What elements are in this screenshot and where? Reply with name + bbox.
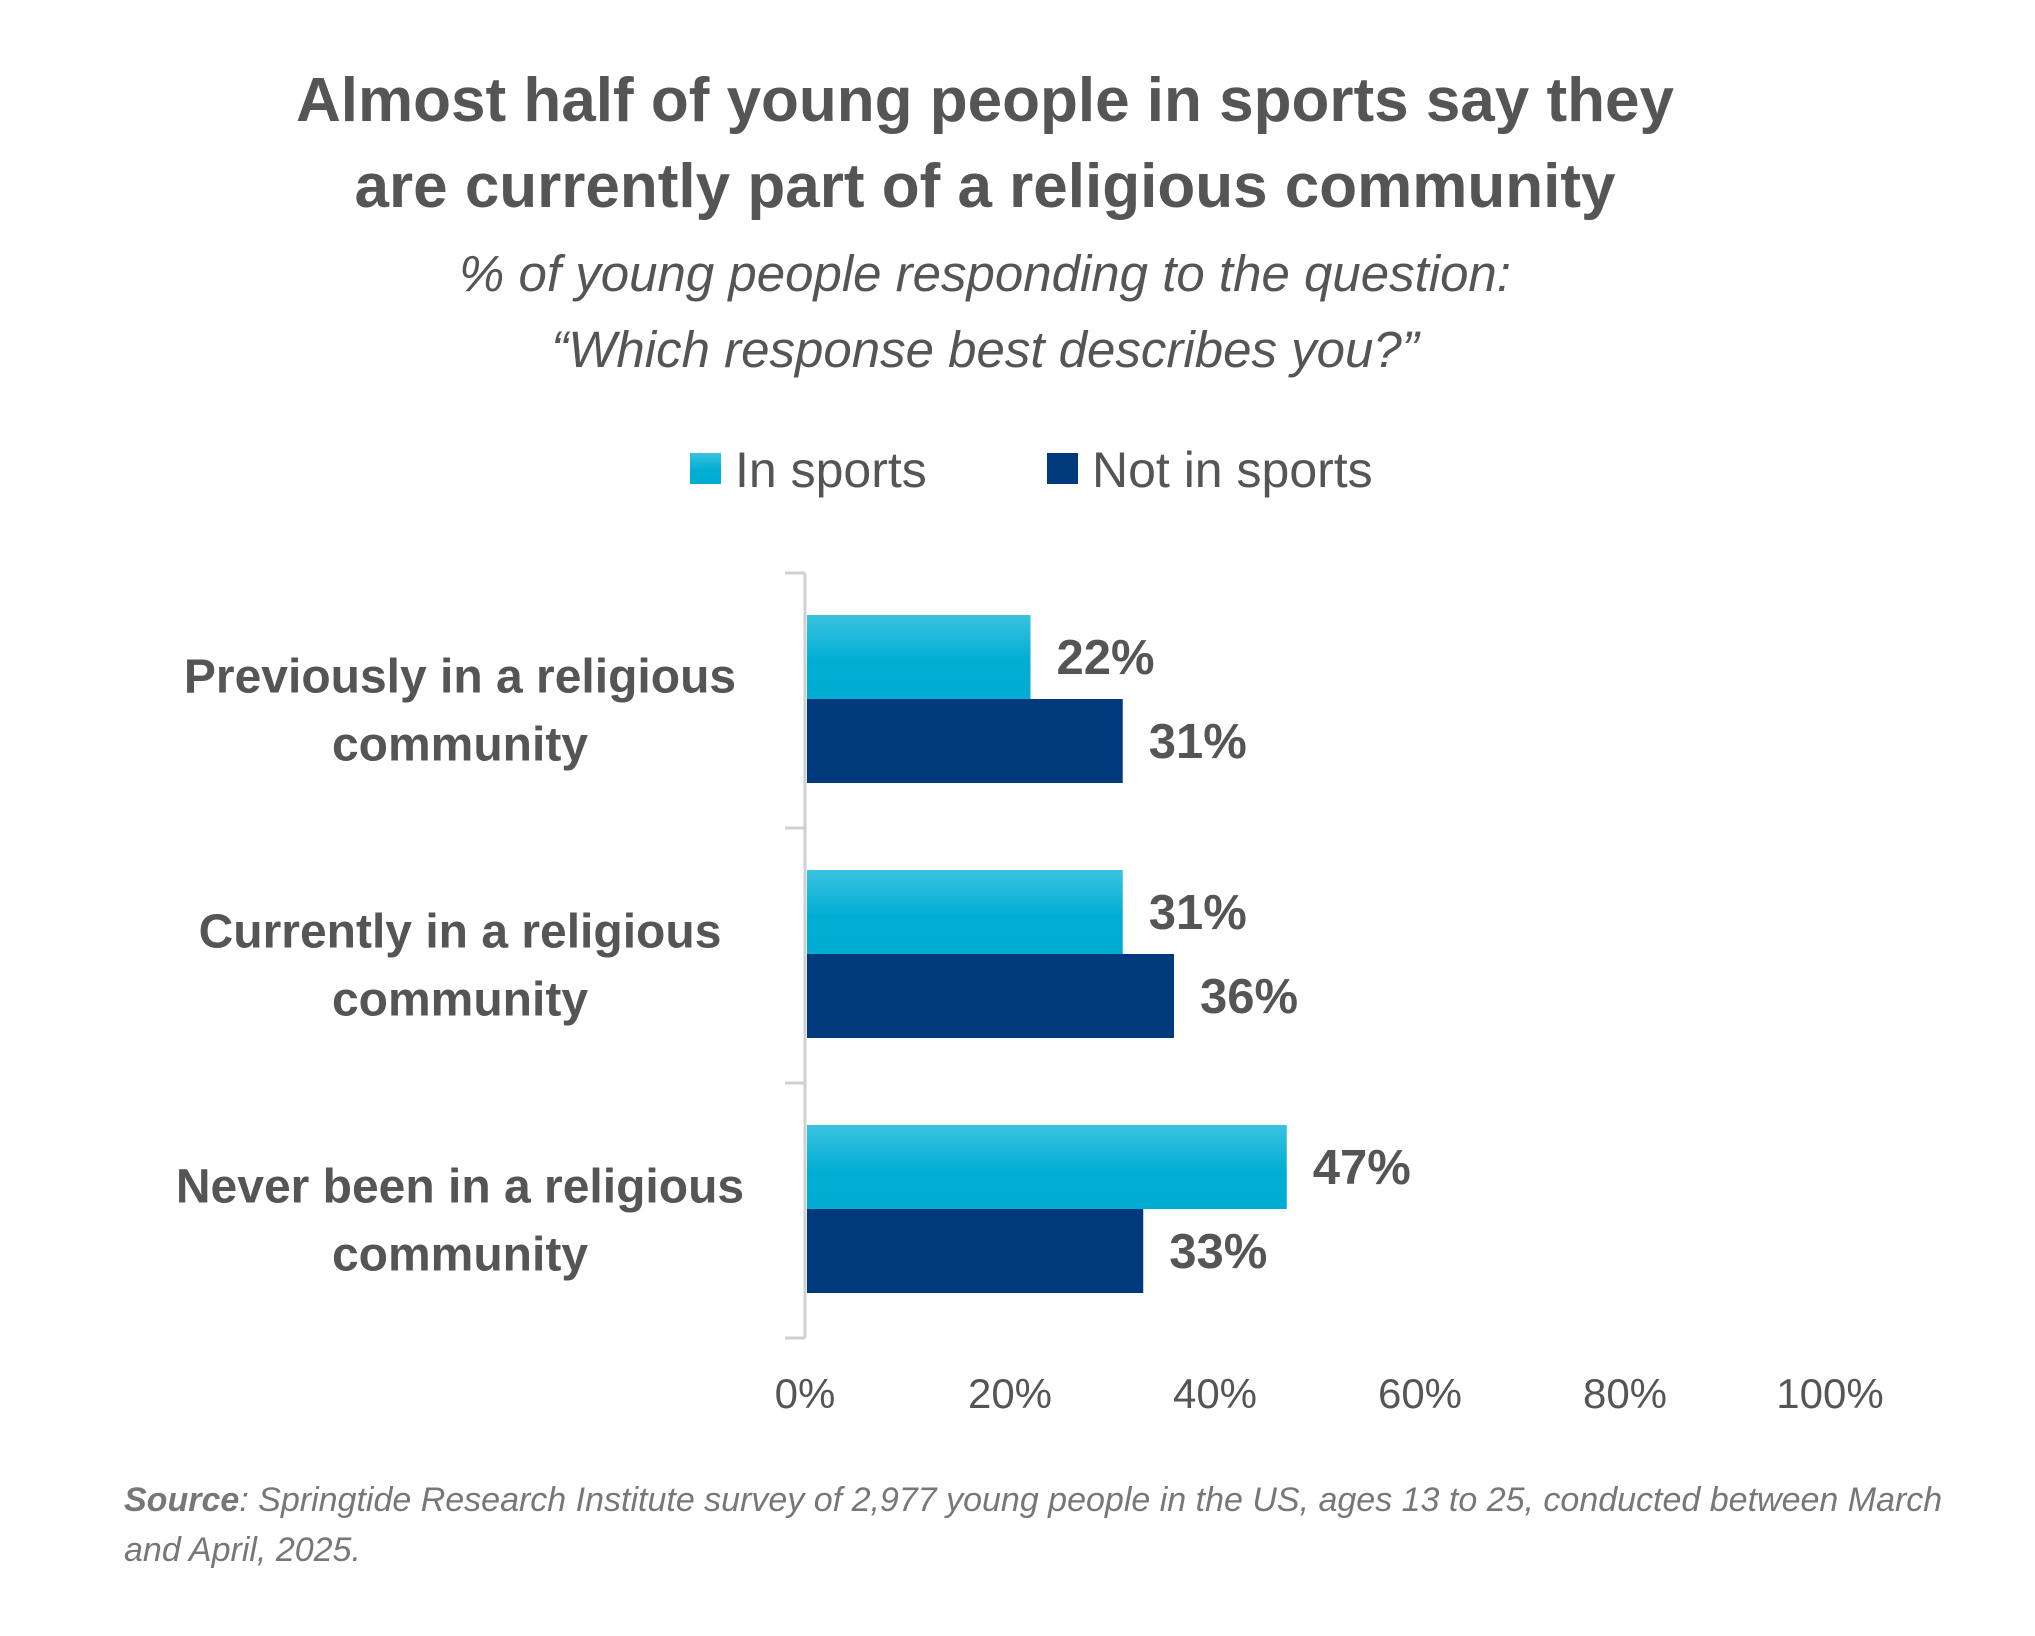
data-label-in-sports-2: 31% bbox=[1149, 886, 1247, 940]
chart-title-line-1: Almost half of young people in sports sa… bbox=[296, 66, 1674, 135]
chart-subtitle: % of young people responding to the ques… bbox=[0, 236, 1970, 388]
source-note: Source: Springtide Research Institute su… bbox=[124, 1475, 1944, 1575]
x-tick-label-20: 20% bbox=[968, 1370, 1052, 1417]
chart-subtitle-line-2: “Which response best describes you?” bbox=[551, 321, 1419, 378]
bar-in-sports-1 bbox=[807, 615, 1031, 699]
bars-group: 22% 31% Previously in a religious community… bbox=[176, 615, 1411, 1293]
legend-swatch-not-in-sports bbox=[1047, 453, 1078, 484]
bar-not-in-sports-3 bbox=[807, 1209, 1144, 1293]
source-label: Source bbox=[124, 1481, 240, 1519]
x-tick-label-40: 40% bbox=[1173, 1370, 1257, 1417]
x-tick-label-0: 0% bbox=[775, 1370, 836, 1417]
source-text: : Springtide Research Institute survey o… bbox=[124, 1481, 1943, 1569]
bar-in-sports-3 bbox=[807, 1125, 1287, 1209]
category-label-3: Never been in a religious community bbox=[176, 1161, 744, 1282]
bar-not-in-sports-1 bbox=[807, 699, 1123, 783]
data-label-not-in-sports-2: 36% bbox=[1200, 970, 1298, 1024]
data-label-not-in-sports-3: 33% bbox=[1169, 1225, 1267, 1279]
y-axis bbox=[785, 571, 807, 1340]
x-tick-label-80: 80% bbox=[1583, 1370, 1667, 1417]
chart-subtitle-line-1: % of young people responding to the ques… bbox=[459, 245, 1511, 302]
legend-label-in-sports: In sports bbox=[735, 442, 927, 498]
legend-label-not-in-sports: Not in sports bbox=[1092, 442, 1373, 498]
data-label-in-sports-1: 22% bbox=[1057, 631, 1155, 685]
bar-in-sports-2 bbox=[807, 870, 1123, 954]
chart-title: Almost half of young people in sports sa… bbox=[0, 58, 1970, 230]
x-tick-label-100: 100% bbox=[1776, 1370, 1883, 1417]
x-tick-label-60: 60% bbox=[1378, 1370, 1462, 1417]
bar-not-in-sports-2 bbox=[807, 954, 1174, 1038]
category-label-1: Previously in a religious community bbox=[184, 651, 736, 772]
legend-swatch-in-sports bbox=[690, 453, 721, 484]
data-label-not-in-sports-1: 31% bbox=[1149, 715, 1247, 769]
chart-title-line-2: are currently part of a religious commun… bbox=[354, 152, 1616, 221]
chart-legend: In sports Not in sports bbox=[690, 442, 1373, 498]
x-axis-tick-labels: 0% 20% 40% 60% 80% 100% bbox=[775, 1370, 1884, 1417]
data-label-in-sports-3: 47% bbox=[1313, 1141, 1411, 1195]
bar-chart: In sports Not in sports 22% 31% Previously … bbox=[176, 442, 1884, 1417]
category-label-2: Currently in a religious community bbox=[199, 906, 722, 1027]
